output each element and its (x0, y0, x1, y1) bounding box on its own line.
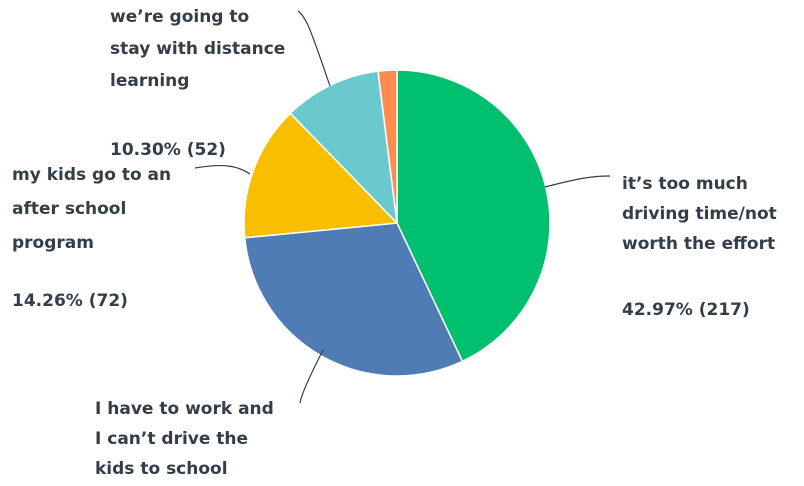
pie-slice-4 (377, 69, 398, 224)
leader-line-driving-time (544, 175, 611, 188)
slice-label-driving-time: it’s too much driving time/not worth the… (622, 174, 783, 254)
pie-slice-1 (243, 222, 464, 377)
slice-percent-distance-learning: 10.30% (52) (110, 140, 226, 160)
slice-percent-after-school: 14.26% (72) (12, 291, 128, 311)
pie-slice-3 (289, 70, 398, 224)
leader-line-distance-learning (297, 10, 331, 87)
slice-label-distance-learning: we’re going to stay with distance learni… (110, 7, 291, 91)
slice-label-after-school: my kids go to an after school program (12, 165, 177, 253)
slice-percent-driving-time: 42.97% (217) (622, 300, 750, 320)
leader-line-work (299, 349, 324, 404)
leader-line-after-school (194, 164, 251, 175)
slice-label-work: I have to work and I can’t drive the kid… (95, 399, 280, 479)
pie-slice-2 (243, 112, 398, 239)
pie-slices (243, 69, 551, 377)
pie-slice-0 (396, 69, 551, 363)
